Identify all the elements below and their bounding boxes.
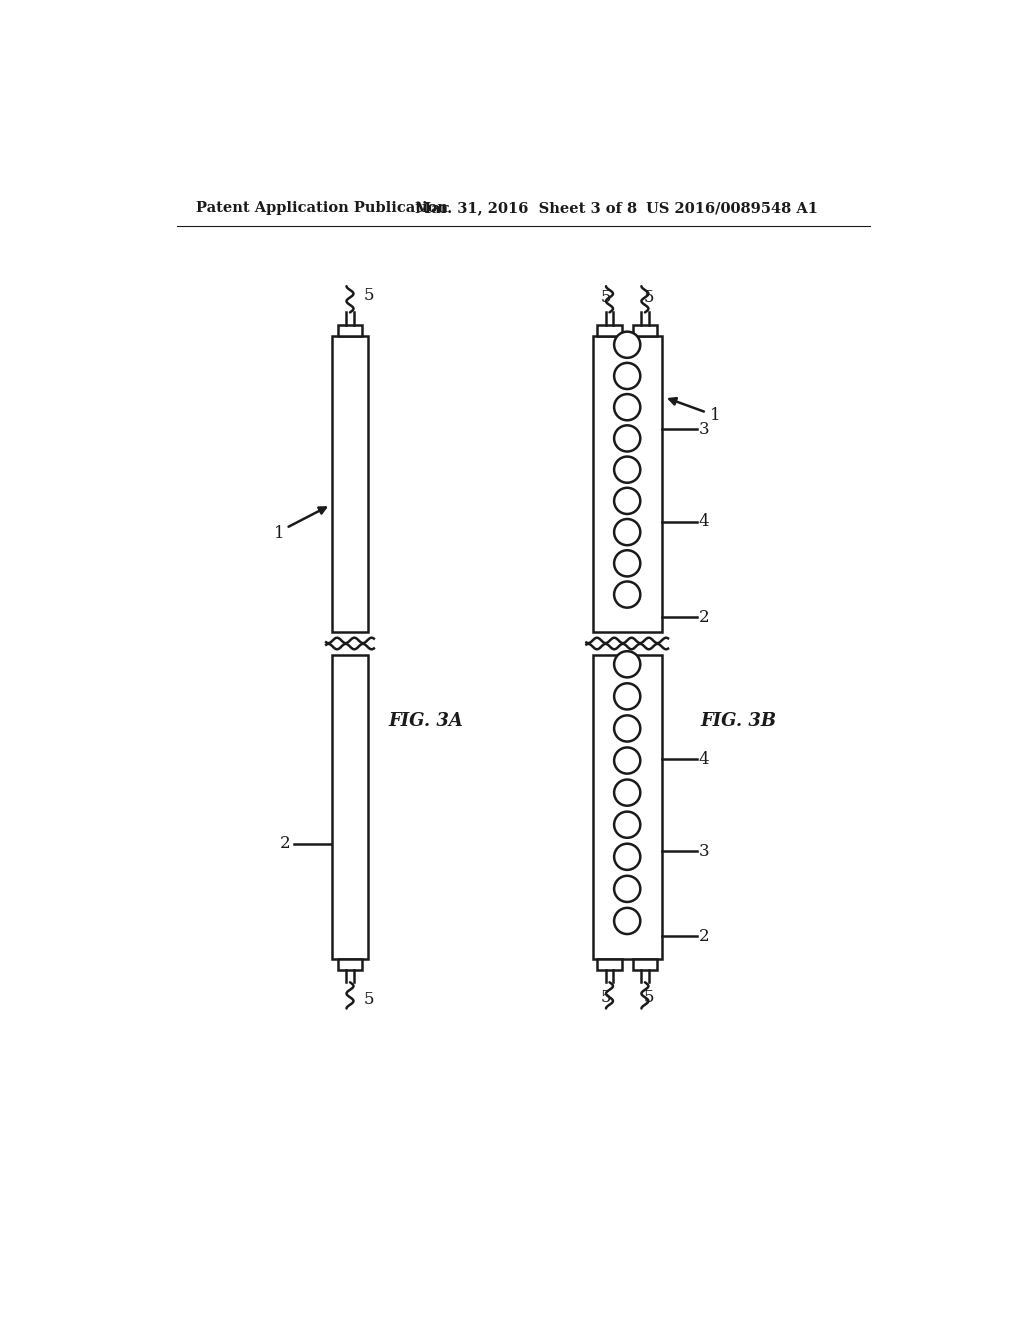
Circle shape <box>614 747 640 774</box>
Circle shape <box>614 875 640 902</box>
Circle shape <box>614 843 640 870</box>
Text: 3: 3 <box>698 421 710 438</box>
Circle shape <box>614 780 640 805</box>
Circle shape <box>614 331 640 358</box>
Text: 5: 5 <box>364 286 375 304</box>
Text: 5: 5 <box>643 989 654 1006</box>
Text: US 2016/0089548 A1: US 2016/0089548 A1 <box>646 202 818 215</box>
Text: Mar. 31, 2016  Sheet 3 of 8: Mar. 31, 2016 Sheet 3 of 8 <box>416 202 638 215</box>
Circle shape <box>614 582 640 607</box>
Bar <box>333 335 368 632</box>
Text: 5: 5 <box>600 289 611 305</box>
Text: Patent Application Publication: Patent Application Publication <box>196 202 449 215</box>
Text: FIG. 3B: FIG. 3B <box>700 711 776 730</box>
Text: 4: 4 <box>698 513 710 531</box>
Circle shape <box>614 651 640 677</box>
Bar <box>597 960 622 970</box>
Circle shape <box>614 363 640 389</box>
Text: 5: 5 <box>600 989 611 1006</box>
Circle shape <box>614 684 640 709</box>
Circle shape <box>614 457 640 483</box>
Text: 5: 5 <box>643 289 654 305</box>
Bar <box>633 325 657 335</box>
Text: 2: 2 <box>280 836 291 853</box>
Circle shape <box>614 395 640 420</box>
Bar <box>633 960 657 970</box>
Bar <box>338 960 362 970</box>
Text: 1: 1 <box>273 525 285 543</box>
Bar <box>597 325 622 335</box>
Bar <box>593 335 662 632</box>
Circle shape <box>614 425 640 451</box>
Circle shape <box>614 908 640 935</box>
Text: 2: 2 <box>698 609 710 626</box>
Circle shape <box>614 488 640 513</box>
Text: 4: 4 <box>698 751 710 767</box>
Text: 3: 3 <box>698 843 710 859</box>
Circle shape <box>614 519 640 545</box>
Circle shape <box>614 550 640 577</box>
Text: 5: 5 <box>364 991 375 1007</box>
Bar <box>333 655 368 960</box>
Circle shape <box>614 715 640 742</box>
Circle shape <box>614 812 640 838</box>
Bar <box>593 655 662 960</box>
Text: FIG. 3A: FIG. 3A <box>388 711 464 730</box>
Text: 2: 2 <box>698 928 710 945</box>
Bar <box>338 325 362 335</box>
Text: 1: 1 <box>710 407 720 424</box>
